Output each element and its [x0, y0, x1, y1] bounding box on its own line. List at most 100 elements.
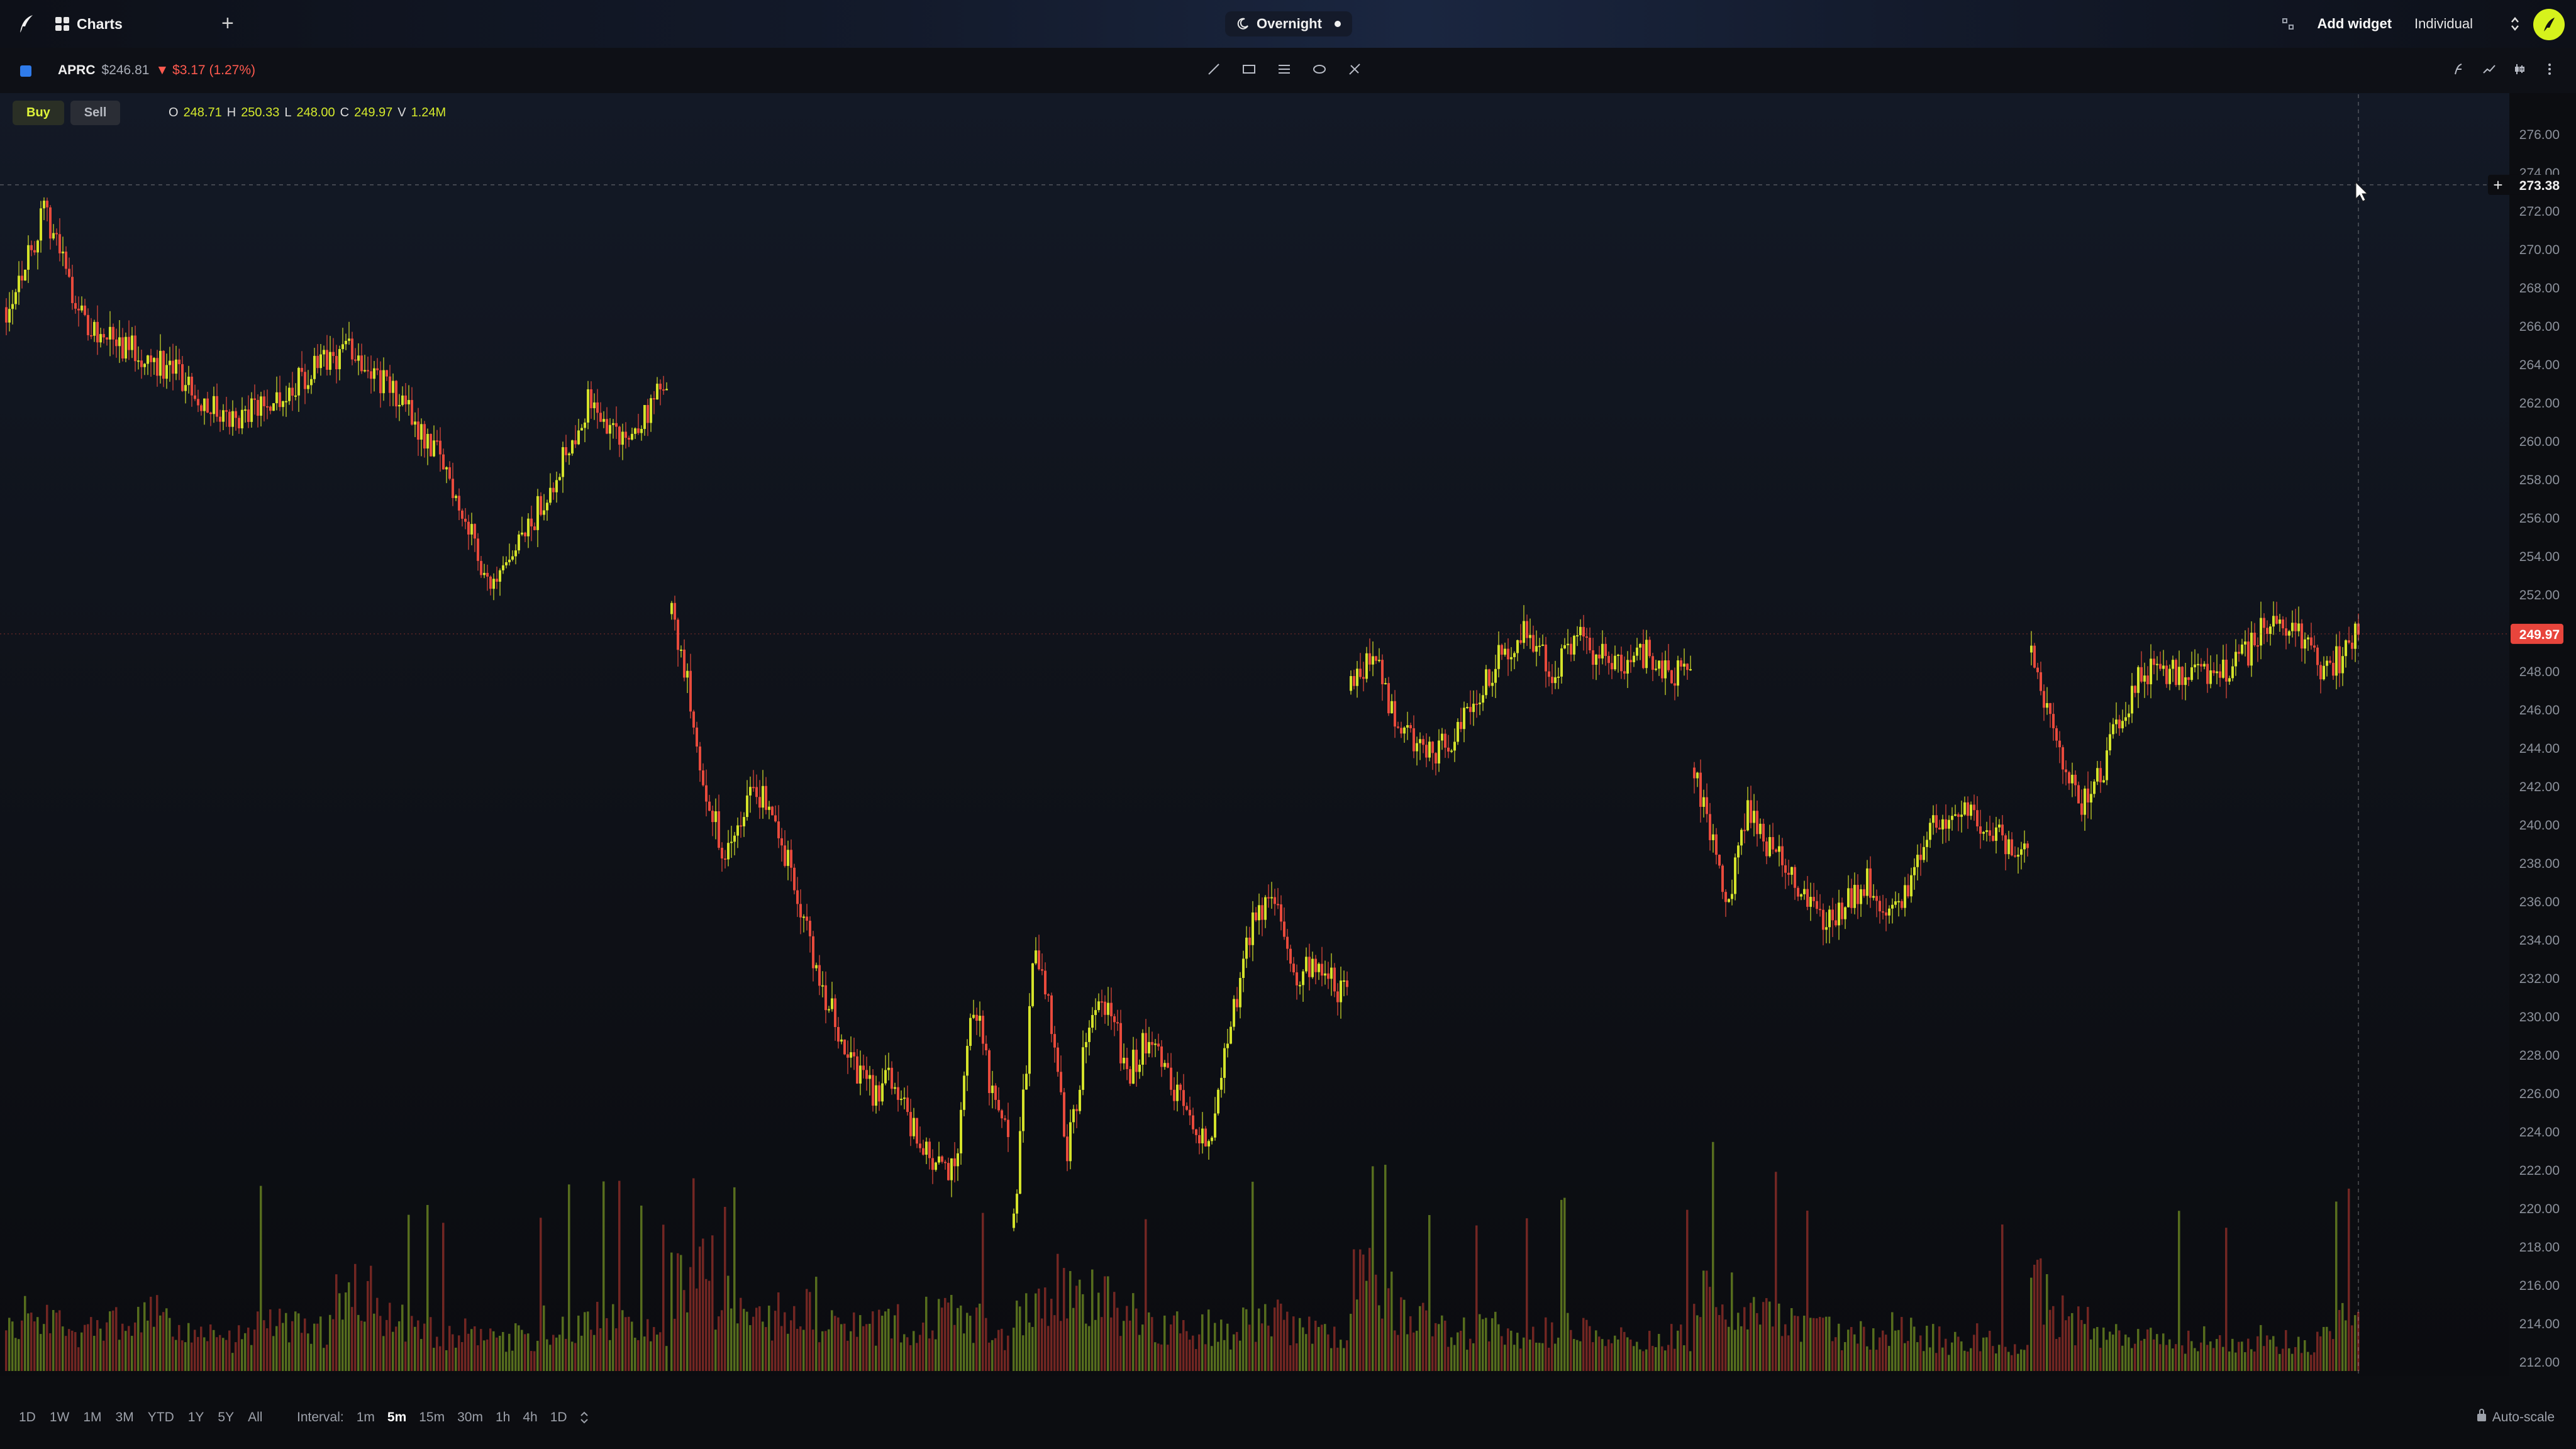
volume-bar [1866, 1346, 1868, 1371]
candle [1589, 627, 1591, 653]
candle [1069, 1109, 1072, 1170]
range-option-ytd[interactable]: YTD [147, 1410, 174, 1424]
price-axis[interactable]: 276.00274.00272.00270.00268.00266.00264.… [2488, 93, 2576, 1376]
add-widget-button[interactable]: Add widget [2317, 16, 2392, 31]
candle [1223, 1043, 1226, 1094]
buy-button[interactable]: Buy [13, 101, 64, 125]
volume-bar [1790, 1308, 1793, 1371]
candle [2052, 702, 2055, 741]
candle-body [1179, 1084, 1182, 1091]
interval-option-30m[interactable]: 30m [457, 1410, 483, 1424]
candle-body [2216, 671, 2218, 674]
volume-bar [294, 1311, 297, 1371]
avatar[interactable] [2533, 9, 2565, 40]
candle [2162, 650, 2165, 676]
indicators-icon[interactable] [2451, 62, 2467, 77]
candle [596, 389, 599, 429]
interval-option-4h[interactable]: 4h [523, 1410, 538, 1424]
interval-option-1h[interactable]: 1h [495, 1410, 511, 1424]
add-alert-plus-icon[interactable]: + [2493, 175, 2502, 194]
volume-bar [1441, 1315, 1443, 1371]
candle-body [565, 447, 567, 455]
candle [96, 305, 99, 355]
candle [634, 427, 636, 439]
interval-option-1m[interactable]: 1m [356, 1410, 375, 1424]
volume-bar [398, 1321, 401, 1371]
volume-bar [1828, 1316, 1831, 1371]
candle-body [733, 835, 736, 842]
interval-option-1D[interactable]: 1D [550, 1410, 567, 1424]
candle [774, 805, 777, 823]
account-selector[interactable]: Individual [2414, 16, 2519, 32]
volume-bar [1123, 1321, 1125, 1371]
candle [843, 1039, 846, 1055]
candle-body [178, 359, 180, 365]
candle [979, 1001, 981, 1037]
candle-body [1513, 653, 1516, 657]
candle [2206, 648, 2209, 693]
volume-bar [1636, 1341, 1638, 1371]
volume-bar [1910, 1318, 1913, 1371]
volume-bar [1926, 1325, 1928, 1371]
interval-option-15m[interactable]: 15m [419, 1410, 445, 1424]
volume-bar [282, 1323, 284, 1371]
fib-lines-icon[interactable] [1277, 62, 1292, 77]
symbol-color-swatch[interactable] [20, 65, 31, 77]
candle-body [985, 1043, 987, 1051]
rectangle-icon[interactable] [1241, 62, 1257, 77]
candle [184, 372, 187, 404]
sell-button[interactable]: Sell [70, 101, 121, 125]
candle-body [150, 355, 152, 362]
volume-bar [131, 1336, 133, 1371]
chart-type-icon[interactable] [2482, 62, 2497, 77]
candle [1053, 1026, 1056, 1063]
volume-bar [834, 1316, 836, 1371]
candle-body [2285, 628, 2287, 636]
range-option-3m[interactable]: 3M [115, 1410, 134, 1424]
volume-bar [1151, 1317, 1153, 1371]
candle-body [404, 395, 407, 404]
auto-scale-toggle[interactable]: Auto-scale [2477, 1409, 2555, 1425]
candle [1743, 813, 1746, 843]
candle-body [1731, 894, 1733, 899]
chevron-updown-icon[interactable] [580, 1411, 589, 1424]
layout-icon[interactable] [2281, 17, 2295, 31]
more-options-icon[interactable] [2542, 62, 2557, 77]
overnight-toggle[interactable]: Overnight [1225, 11, 1352, 36]
range-option-5y[interactable]: 5Y [218, 1410, 235, 1424]
candle-body [1236, 999, 1238, 1008]
candle [1428, 736, 1431, 762]
candle-body [1617, 655, 1619, 657]
candle-body [260, 396, 262, 416]
range-option-1m[interactable]: 1M [83, 1410, 102, 1424]
range-option-1w[interactable]: 1W [49, 1410, 70, 1424]
range-option-1y[interactable]: 1Y [187, 1410, 204, 1424]
volume-bar [875, 1345, 877, 1371]
volume-bar [134, 1322, 136, 1371]
candle [1686, 663, 1689, 680]
add-tab-plus-icon[interactable]: + [221, 11, 234, 35]
candle-body [714, 811, 717, 823]
trendline-icon[interactable] [1206, 62, 1221, 77]
range-option-1d[interactable]: 1D [19, 1410, 36, 1424]
ellipse-icon[interactable] [1312, 62, 1327, 77]
candle-body [749, 787, 752, 796]
volume-bar [859, 1315, 862, 1371]
erase-drawings-icon[interactable] [1347, 62, 1362, 77]
symbol-info[interactable]: APRC $246.81 ▼ $3.17 (1.27%) [58, 63, 255, 78]
robinhood-logo[interactable] [13, 11, 38, 36]
candle [1258, 893, 1260, 935]
interval-option-5m[interactable]: 5m [387, 1410, 407, 1424]
volume-bar [1214, 1323, 1216, 1371]
price-chart[interactable]: 276.00274.00272.00270.00268.00266.00264.… [0, 93, 2576, 1376]
volume-bar [1954, 1331, 1957, 1371]
candles-icon[interactable] [2512, 62, 2527, 77]
candle-body [699, 747, 701, 770]
candle-body [2266, 628, 2268, 634]
tab-charts[interactable]: Charts [55, 14, 123, 34]
candle [1365, 647, 1368, 683]
candle [1384, 678, 1387, 685]
candle-body [1343, 980, 1345, 982]
range-option-all[interactable]: All [248, 1410, 263, 1424]
candle [1179, 1083, 1182, 1101]
